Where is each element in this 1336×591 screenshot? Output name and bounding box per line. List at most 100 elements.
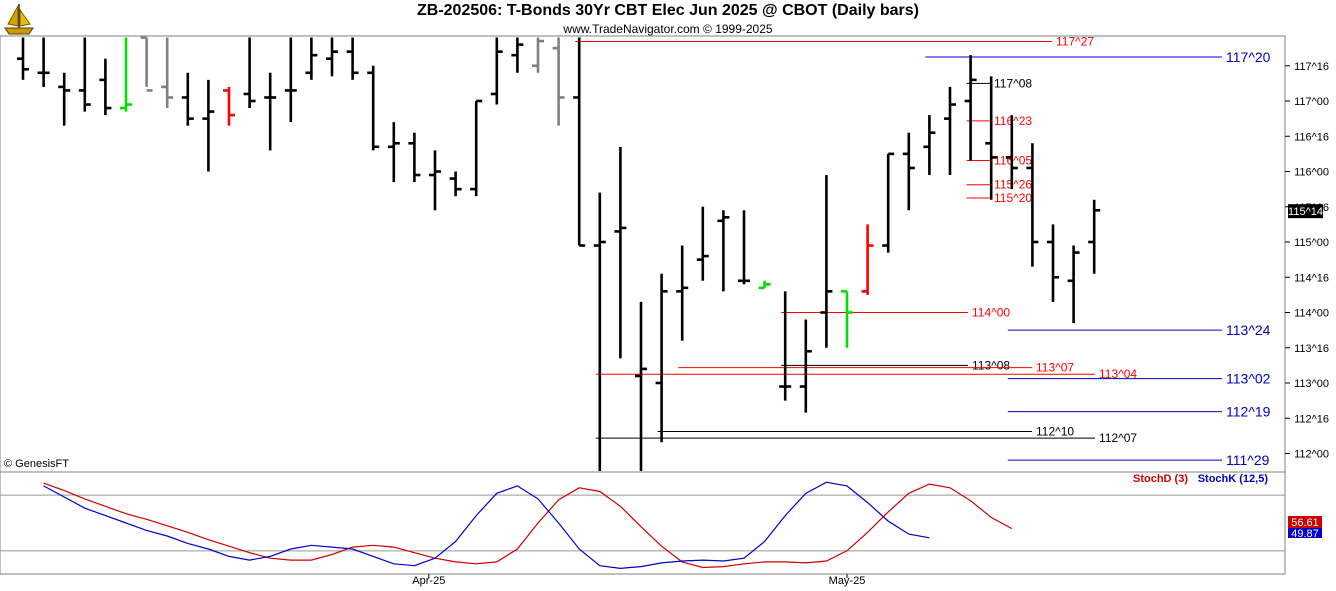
ohlc-bar xyxy=(490,37,503,105)
y-tick-label: 117^16 xyxy=(1294,61,1329,73)
ohlc-bar xyxy=(1005,115,1018,190)
ohlc-bar xyxy=(861,224,874,295)
level-label: 113^24 xyxy=(1226,322,1271,338)
level-label: 113^07 xyxy=(1036,361,1074,375)
stoch-k-last-label: 49.87 xyxy=(1291,528,1319,540)
y-tick-label: 112^16 xyxy=(1294,413,1329,425)
y-tick-label: 114^16 xyxy=(1294,272,1329,284)
y-tick-label: 117^00 xyxy=(1294,96,1329,108)
level-label: 117^20 xyxy=(1226,49,1271,65)
ohlc-bar xyxy=(449,171,462,197)
ohlc-bar xyxy=(841,290,853,348)
ohlc-bar xyxy=(738,210,750,285)
ohlc-bar xyxy=(944,86,956,176)
ohlc-bar xyxy=(17,37,29,80)
level-label: 116^05 xyxy=(994,153,1032,167)
last-price-label: 115^14 xyxy=(1288,206,1323,218)
level-label: 111^29 xyxy=(1226,452,1270,468)
price-panel-frame xyxy=(0,35,1286,473)
ohlc-bar xyxy=(367,65,380,151)
ohlc-bar xyxy=(161,37,174,109)
stoch-d-last-label: 56.61 xyxy=(1291,517,1319,529)
level-label: 117^27 xyxy=(1056,35,1094,49)
y-tick-label: 116^16 xyxy=(1294,131,1329,143)
ohlc-bar xyxy=(284,37,297,123)
ohlc-bar xyxy=(1047,224,1059,302)
ohlc-bar xyxy=(964,55,977,161)
ohlc-bar xyxy=(923,115,936,176)
stoch-series-line xyxy=(43,482,1013,569)
stoch-series-line xyxy=(43,481,930,570)
ohlc-bar xyxy=(635,301,647,471)
ohlc-bar xyxy=(532,37,544,73)
y-tick-label: 115^00 xyxy=(1294,237,1329,249)
stoch-d-last-box xyxy=(1288,516,1322,528)
level-label: 114^00 xyxy=(972,306,1010,320)
ohlc-bar xyxy=(140,36,153,92)
y-tick-label: 113^16 xyxy=(1294,343,1329,355)
x-tick-label: May-25 xyxy=(829,575,866,587)
level-label: 113^04 xyxy=(1099,367,1137,381)
ohlc-bar xyxy=(305,37,318,80)
stoch-panel-frame xyxy=(0,471,1286,575)
level-label: 115^20 xyxy=(994,191,1032,205)
ohlc-bar xyxy=(243,37,256,109)
ohlc-bar xyxy=(1088,199,1101,274)
ohlc-bar xyxy=(552,37,565,126)
ohlc-bar xyxy=(593,192,606,471)
ohlc-bar xyxy=(717,210,730,292)
ohlc-bar xyxy=(470,99,483,197)
ohlc-bar xyxy=(408,132,421,183)
ohlc-bar xyxy=(78,37,91,112)
ohlc-bar xyxy=(779,291,792,401)
level-label: 117^08 xyxy=(994,76,1032,90)
level-label: 112^10 xyxy=(1036,424,1074,438)
x-tick-label: Apr-25 xyxy=(412,575,445,587)
ohlc-bar xyxy=(58,72,71,126)
ohlc-bar xyxy=(1026,143,1039,267)
stoch-legend-d: StochD (3) xyxy=(1133,473,1188,485)
ohlc-bar xyxy=(985,76,998,200)
level-label: 113^02 xyxy=(1226,371,1271,387)
ohlc-bar xyxy=(346,37,359,80)
level-label: 113^08 xyxy=(972,358,1010,372)
y-tick-label: 113^00 xyxy=(1294,378,1329,390)
ohlc-bar xyxy=(264,72,277,151)
chart-subtitle: www.TradeNavigator.com © 1999-2025 xyxy=(563,22,773,36)
copyright-label: © GenesisFT xyxy=(4,458,69,470)
level-label: 112^19 xyxy=(1226,404,1271,420)
level-label: 112^07 xyxy=(1099,431,1137,445)
ohlc-bar xyxy=(202,79,215,172)
ohlc-bar xyxy=(573,37,586,247)
level-label: 115^26 xyxy=(994,178,1032,192)
ohlc-bar xyxy=(902,132,915,211)
ohlc-bar xyxy=(655,273,668,443)
last-price-box xyxy=(1288,204,1323,219)
ohlc-bar xyxy=(696,206,709,281)
level-label: 116^23 xyxy=(994,114,1032,128)
ohlc-bar xyxy=(120,37,132,112)
chart-title: ZB-202506: T-Bonds 30Yr CBT Elec Jun 202… xyxy=(417,2,919,19)
ohlc-bar xyxy=(181,72,194,126)
stoch-k-last-box xyxy=(1288,528,1322,538)
ohlc-bar xyxy=(223,86,235,126)
ohlc-bar xyxy=(37,37,50,87)
y-tick-label: 112^00 xyxy=(1294,449,1329,461)
sailing-ship-icon xyxy=(4,4,34,35)
ohlc-bar xyxy=(882,152,895,253)
ohlc-bar xyxy=(387,122,400,183)
stoch-legend-k: StochK (12,5) xyxy=(1198,473,1269,485)
ohlc-bar xyxy=(676,245,689,341)
ohlc-bar xyxy=(326,37,338,77)
y-tick-label: 116^00 xyxy=(1294,167,1329,179)
ohlc-bar xyxy=(758,280,771,290)
ohlc-bar xyxy=(429,150,441,211)
ohlc-bar xyxy=(511,37,524,73)
ohlc-bar xyxy=(1067,245,1080,324)
ohlc-bar xyxy=(99,58,112,116)
y-tick-label: 114^00 xyxy=(1294,308,1329,320)
ohlc-bar xyxy=(820,175,833,348)
ohlc-bar xyxy=(799,319,812,413)
ohlc-bar xyxy=(614,146,627,359)
